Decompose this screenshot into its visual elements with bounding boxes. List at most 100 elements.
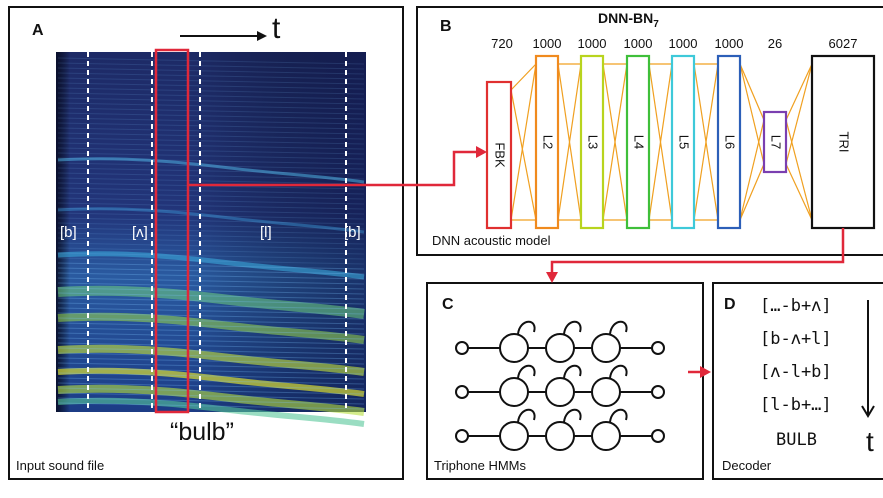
panel-c-label: C [442,296,454,313]
formant-band [57,344,365,376]
hmm-self-loop [517,408,536,423]
arrow-head [476,146,487,158]
harmonic-line [57,232,365,240]
harmonic-line [57,277,365,285]
harmonic-line [57,162,365,170]
formant-band [57,384,365,416]
layer-box-l3 [579,54,605,230]
hmm-self-loop [609,364,628,379]
harmonic-line [57,337,365,345]
harmonic-line [57,222,365,230]
harmonic-line [57,387,365,395]
harmonic-line [57,397,365,405]
arrow-to-dnn [188,150,478,187]
harmonic-line [57,152,365,160]
harmonic-line [57,247,365,255]
harmonic-line [57,147,365,155]
harmonic-line [57,332,365,340]
harmonic-line [57,57,365,65]
formant-band [57,367,365,397]
layer-connection [557,63,582,221]
harmonic-line [57,142,365,150]
harmonic-line [57,292,365,300]
formant-band [57,312,365,344]
harmonic-line [57,262,365,270]
layer-box-tri [810,54,876,230]
harmonic-line [57,207,365,215]
layer-box-l7 [762,110,788,174]
formant-band [57,397,365,427]
harmonic-line [57,372,365,380]
layer-connection [785,119,813,221]
panel-a-label: A [32,22,44,39]
triphone-item: […-b+ʌ] [760,296,832,316]
layer-connection [785,163,813,221]
harmonic-line [57,352,365,360]
harmonic-line [57,302,365,310]
triphone-item: [ʌ-l+b] [760,362,832,382]
harmonic-line [57,187,365,195]
layer-size: 720 [491,36,513,51]
layer-name: L4 [632,135,647,149]
harmonic-line [57,322,365,330]
harmonic-line [57,282,365,290]
harmonic-line [57,107,365,115]
harmonic-line [57,122,365,130]
layer-name: FBK [493,142,508,168]
layer-connection [510,89,537,221]
hmm-self-loop [517,364,536,379]
hmm-self-loop [609,320,628,335]
layer-connection [739,119,765,221]
arrow-head [546,272,558,283]
layer-connection [510,63,537,91]
time-axis-label: t [272,12,281,45]
word-label: “bulb” [170,418,234,446]
phoneme-label: [b] [344,224,361,241]
layer-box-l2 [534,54,560,230]
layer-name: L3 [586,135,601,149]
harmonic-line [57,257,365,265]
harmonic-line [57,197,365,205]
harmonic-line [57,347,365,355]
layer-size: 1000 [533,36,562,51]
layer-connection [648,63,673,221]
panel-d-label: D [724,296,736,313]
phoneme-label: [b] [60,224,77,241]
hmm-end-node [651,429,665,443]
layer-connection [785,63,813,165]
hmm-self-loop [563,320,582,335]
harmonic-line [57,177,365,185]
harmonic-line [57,317,365,325]
layer-connection [785,63,813,121]
triphone-item: [b-ʌ+l] [760,329,832,349]
harmonic-line [57,117,365,125]
layer-name: L5 [677,135,692,149]
layer-box-l6 [716,54,742,230]
harmonic-line [57,192,365,200]
panel-d-caption: Decoder [722,458,772,473]
harmonic-line [57,252,365,260]
decoder-time-label: t [866,426,874,457]
harmonic-line [57,62,365,70]
time-arrow [180,31,267,41]
harmonic-line [57,112,365,120]
layer-box-l4 [625,54,651,230]
harmonic-line [57,287,365,295]
harmonic-line [57,172,365,180]
layer-size: 1000 [669,36,698,51]
layer-connection [693,63,719,221]
layer-connection [739,163,765,221]
harmonic-line [57,102,365,110]
panel-c-caption: Triphone HMMs [434,458,526,473]
harmonic-line [57,362,365,370]
layer-name: L7 [769,135,784,149]
harmonic-line [57,67,365,75]
harmonic-line [57,127,365,135]
harmonic-line [57,272,365,280]
panel-d-decoder [712,282,883,480]
harmonic-line [57,237,365,245]
harmonic-line [57,167,365,175]
